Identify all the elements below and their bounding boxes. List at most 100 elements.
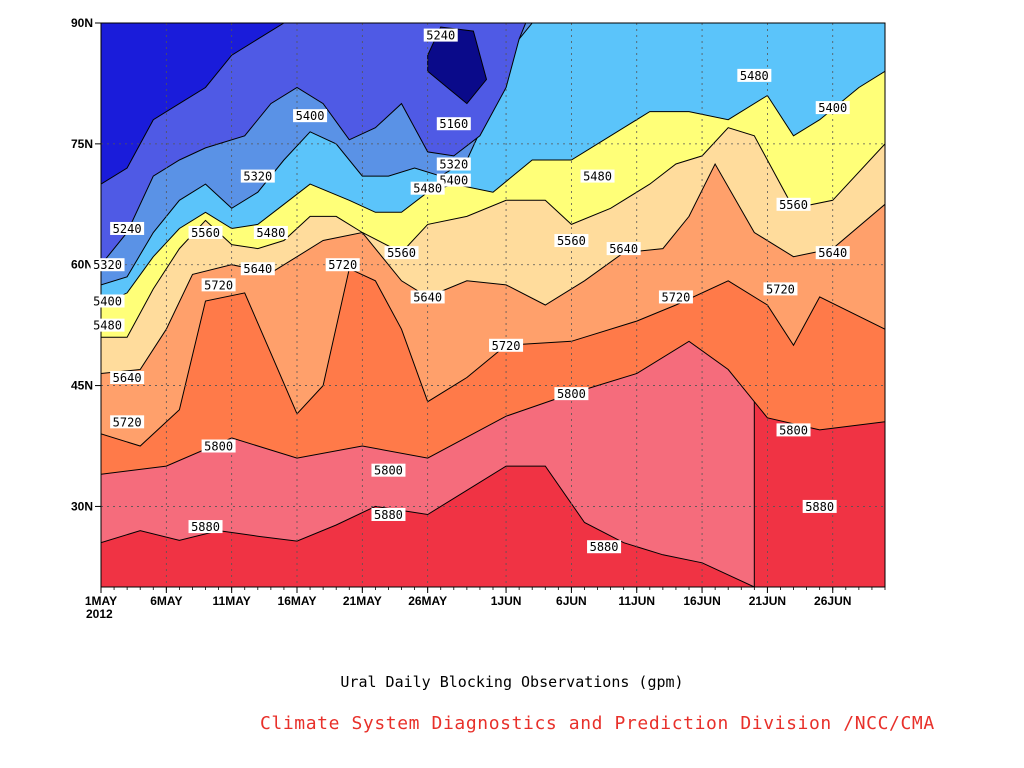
contour-label: 5640 [410,290,445,304]
contour-label-bg [240,262,275,276]
credit-line: Climate System Diagnostics and Predictio… [260,713,935,734]
contour-label: 5720 [763,282,798,296]
contour-label: 5560 [554,234,589,248]
x-tick-label: 21MAY [343,594,382,608]
contour-band-5240 [101,23,285,185]
x-tick-label: 21JUN [749,594,786,608]
contour-label-bg [554,387,589,401]
contour-label: 5560 [776,197,811,212]
contour-label-text: 5640 [113,371,142,385]
contour-label-text: 5880 [191,520,220,534]
y-tick-label: 90N [71,16,93,30]
contour-label-text: 5480 [93,319,122,333]
contour-label: 5480 [90,318,125,333]
contour-label-text: 5800 [557,387,586,401]
contour-label: 5800 [201,439,236,454]
contour-label-text: 5480 [583,170,612,184]
contour-label-text: 5720 [766,282,795,296]
contour-label-bg [90,318,125,332]
contour-label-text: 5560 [387,246,416,260]
contour-label-text: 5320 [243,170,272,184]
contour-label-bg [325,258,360,272]
contour-label-bg [489,338,524,352]
contour-label-text: 5320 [93,258,122,272]
contour-label-text: 5720 [113,415,142,429]
contour-label: 5880 [371,507,406,522]
x-tick-label: 26MAY [408,594,447,608]
x-axis-year-label: 2012 [86,607,113,621]
contour-label: 5640 [815,246,850,260]
y-tick-label: 75N [71,137,93,151]
contour-label: 5560 [384,246,419,260]
contour-label: 5640 [110,371,145,385]
contour-label-text: 5640 [609,242,638,256]
contour-label-text: 5480 [740,69,769,83]
contour-label: 5800 [371,463,406,478]
contour-label-text: 5640 [818,246,847,260]
y-tick-label: 60N [71,258,93,272]
contour-label-bg [110,415,145,429]
contour-band-5160 [427,26,488,105]
contour-label-bg [293,109,328,123]
contour-label-bg [201,278,236,292]
contour-label: 5320 [240,169,275,184]
contour-label: 5480 [410,181,445,196]
x-tick-label: 26JUN [814,594,851,608]
contour-label: 5320 [436,157,471,172]
contour-label-bg [110,371,145,385]
x-tick-label: 1MAY [85,594,117,608]
contour-label-bg [606,242,641,256]
contour-fill-layer [101,23,885,587]
contour-label-bg [580,169,615,183]
contour-label: 5400 [90,294,125,308]
contour-label-bg [371,507,406,521]
contour-label-text: 5800 [374,464,403,478]
contour-label-text: 5240 [113,222,142,236]
y-tick-label: 45N [71,379,93,393]
contour-label-bg [188,225,223,239]
contour-label-text: 5400 [296,109,325,123]
contour-label: 5720 [201,278,236,292]
contour-label: 5720 [325,258,360,272]
contour-label-text: 5400 [818,101,847,115]
contour-label-bg [90,258,125,272]
contour-label: 5720 [658,290,693,304]
contour-label-text: 5880 [374,508,403,522]
contour-label-text: 5560 [557,234,586,248]
contour-label-bg [802,499,837,513]
contour-label: 5240 [110,221,145,236]
chart-caption: Ural Daily Blocking Observations (gpm) [340,673,684,691]
contour-label: 5880 [802,499,837,514]
contour-label-bg [436,117,471,131]
contour-label-bg [371,463,406,477]
contour-label: 5800 [554,387,589,401]
x-tick-label: 6JUN [556,594,587,608]
contour-label-text: 5640 [413,290,442,304]
contour-label-text: 5720 [492,339,521,353]
contour-label-text: 5240 [426,29,455,43]
contour-label-text: 5560 [191,226,220,240]
contour-label-bg [763,282,798,296]
contour-label-bg [410,181,445,195]
contour-label-text: 5560 [779,198,808,212]
contour-label-bg [240,169,275,183]
contour-label: 5800 [776,423,811,437]
contour-label-bg [587,540,622,554]
contour-label: 5400 [293,109,328,123]
contour-label-bg [90,294,125,308]
contour-label: 5880 [587,540,622,554]
contour-label-text: 5720 [661,290,690,304]
contour-label-bg [436,173,471,187]
contour-label-bg [815,246,850,260]
contour-label-text: 5720 [328,258,357,272]
contour-label-bg [815,101,850,115]
contour-label: 5480 [253,225,288,240]
contour-label: 5640 [606,242,641,256]
contour-label: 5480 [737,68,772,83]
contour-label-bg [110,221,145,235]
contour-label-bg [410,290,445,304]
x-tick-label: 6MAY [150,594,182,608]
contour-label-text: 5320 [439,158,468,172]
contour-label-text: 5400 [439,174,468,188]
